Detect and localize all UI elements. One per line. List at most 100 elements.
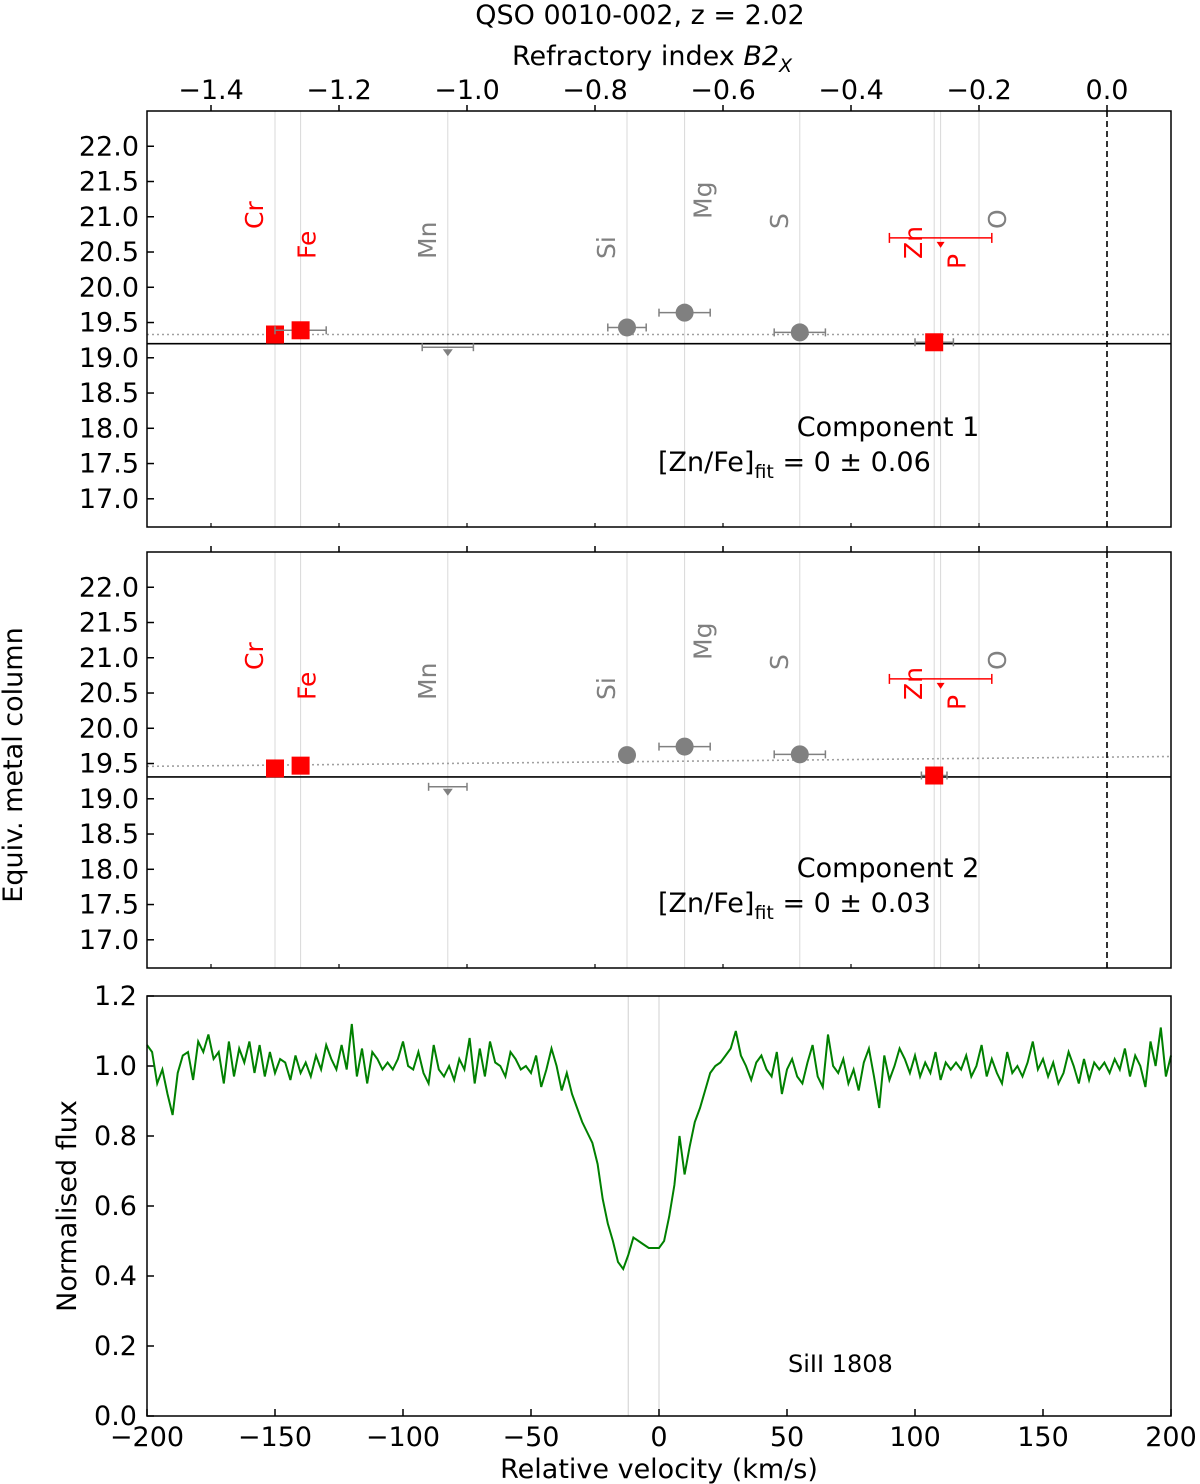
y-tick-label: 21.0 <box>79 643 139 674</box>
component-annotation: Component 2 <box>797 853 980 884</box>
y-tick-label: 22.0 <box>79 131 139 162</box>
top-x-tick-label: −0.8 <box>562 75 628 106</box>
x-tick-label: 50 <box>770 1422 804 1453</box>
top-x-tick-label: −0.2 <box>946 75 1012 106</box>
element-label-zn: Zn <box>899 226 928 259</box>
panel-spectrum: 0.0 0.2 0.4 0.6 0.8 1.0 1.2 −200 −150 −100 −50 0 50 1… <box>52 981 1197 1484</box>
y-tick-label: 0.4 <box>94 1261 137 1292</box>
y-tick-label: 18.0 <box>79 854 139 885</box>
data-point-zn <box>925 766 944 785</box>
x-tick-label: −100 <box>366 1422 440 1453</box>
x-axis-label: Relative velocity (km/s) <box>500 1454 818 1484</box>
element-label-p: P <box>943 254 972 269</box>
data-point-cr <box>266 759 284 778</box>
data-point-fe <box>291 756 310 775</box>
element-label-mg: Mg <box>689 623 718 660</box>
y-tick-label: 1.0 <box>94 1051 137 1082</box>
spectrum-line <box>146 1023 1172 1272</box>
element-label-mn: Mn <box>413 663 442 700</box>
fit-result-value: = 0 ± 0.06 <box>774 447 931 478</box>
top-x-tick-label: −0.6 <box>690 75 756 106</box>
fit-result: [Zn/Fe]fit = 0 ± 0.06 <box>658 447 931 483</box>
data-point-s <box>790 323 809 342</box>
y-tick-label: 21.5 <box>79 167 139 198</box>
top-axis-label: Refractory index B2X <box>512 41 793 77</box>
data-point-mg <box>675 303 694 322</box>
upper-limit-marker-p <box>936 241 945 248</box>
panel-frame <box>146 110 1172 528</box>
x-tick-label: 200 <box>1145 1422 1197 1453</box>
y-tick-label: 20.5 <box>79 237 139 268</box>
x-tick-label: 0 <box>650 1422 667 1453</box>
element-label-si: Si <box>592 677 621 700</box>
y-tick-label: 18.5 <box>79 378 139 409</box>
shared-y-axis-label: Equiv. metal column <box>0 627 29 902</box>
y-tick-label: 0.0 <box>94 1401 137 1432</box>
data-point-mg <box>675 737 694 756</box>
panel-frame <box>146 995 1172 1417</box>
x-tick-label: −200 <box>110 1422 184 1453</box>
y-tick-label: 21.0 <box>79 202 139 233</box>
y-tick-label: 17.5 <box>79 449 139 480</box>
top-axis-label-symbol: B2 <box>743 41 779 72</box>
element-label-s: S <box>765 213 794 229</box>
trend-line <box>146 755 1172 768</box>
top-axis-label-subscript: X <box>778 55 793 77</box>
fit-result-label: [Zn/Fe] <box>658 447 754 478</box>
y-tick-label: 19.0 <box>79 784 139 815</box>
figure-title: QSO 0010-002, z = 2.02 <box>475 0 804 31</box>
component-annotation: Component 1 <box>797 412 980 443</box>
top-x-tick-label: −1.4 <box>178 75 244 106</box>
element-label-p: P <box>943 695 972 710</box>
y-tick-label: 0.6 <box>94 1191 137 1222</box>
y-tick-label: 19.0 <box>79 343 139 374</box>
top-x-tick-label: −0.4 <box>818 75 884 106</box>
y-tick-label: 21.5 <box>79 608 139 639</box>
panel-component-1: 17.0 17.5 18.0 18.5 19.0 19.5 20.0 20.5 21.0 21.5… <box>79 75 1172 528</box>
panel-component-2: 17.0 17.5 18.0 18.5 19.0 19.5 20.0 20.5 21.0 21.5… <box>79 546 1172 969</box>
y-tick-label: 19.5 <box>79 308 139 339</box>
y-tick-label: 0.8 <box>94 1121 137 1152</box>
upper-limit-marker-p <box>936 682 945 689</box>
y-tick-label: 20.5 <box>79 678 139 709</box>
top-axis-label-text: Refractory index <box>512 41 743 72</box>
element-label-s: S <box>765 654 794 670</box>
data-point-fe <box>291 321 310 340</box>
fit-result-label: [Zn/Fe] <box>658 888 754 919</box>
fit-result-value: = 0 ± 0.03 <box>774 888 931 919</box>
element-label-zn: Zn <box>899 667 928 700</box>
y-axis-label: Normalised flux <box>52 1100 83 1312</box>
panel-frame <box>146 551 1172 969</box>
data-point-s <box>790 745 809 764</box>
data-point-si <box>618 746 636 765</box>
upper-limit-marker-mn <box>442 349 453 357</box>
data-point-si <box>618 318 636 337</box>
line-label: SiII 1808 <box>788 1350 893 1378</box>
fit-result-subscript: fit <box>754 461 773 483</box>
element-label-si: Si <box>592 236 621 259</box>
y-tick-label: 19.5 <box>79 749 139 780</box>
x-tick-label: −150 <box>238 1422 312 1453</box>
fit-result: [Zn/Fe]fit = 0 ± 0.03 <box>658 888 931 924</box>
top-x-tick-label: −1.2 <box>306 75 372 106</box>
y-tick-label: 18.0 <box>79 413 139 444</box>
y-tick-label: 20.0 <box>79 713 139 744</box>
top-x-tick-label: 0.0 <box>1086 75 1129 106</box>
element-label-mg: Mg <box>689 182 718 219</box>
element-label-mn: Mn <box>413 222 442 259</box>
y-tick-label: 1.2 <box>94 981 137 1012</box>
y-tick-label: 22.0 <box>79 572 139 603</box>
y-tick-label: 17.0 <box>79 484 139 515</box>
element-label-o: O <box>983 650 1012 670</box>
x-tick-label: −50 <box>503 1422 560 1453</box>
x-tick-label: 100 <box>889 1422 941 1453</box>
fit-result-subscript: fit <box>754 902 773 924</box>
element-label-cr: Cr <box>240 201 269 229</box>
element-label-fe: Fe <box>293 672 322 700</box>
y-tick-label: 18.5 <box>79 819 139 850</box>
y-tick-label: 17.0 <box>79 925 139 956</box>
element-label-cr: Cr <box>240 642 269 670</box>
y-tick-label: 0.2 <box>94 1331 137 1362</box>
